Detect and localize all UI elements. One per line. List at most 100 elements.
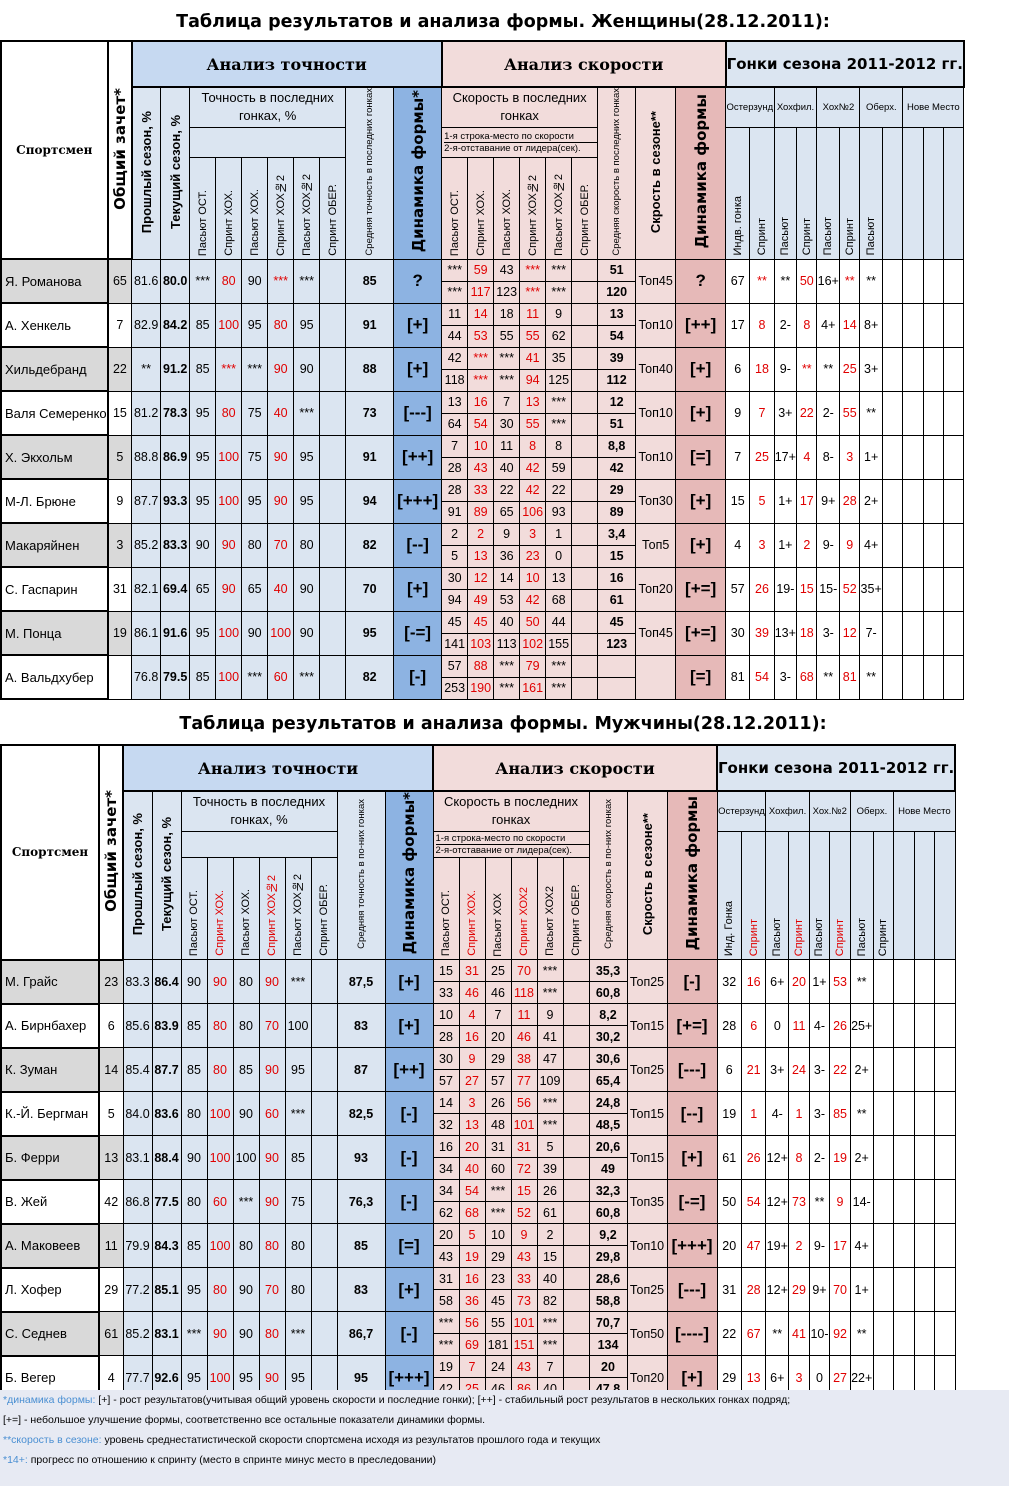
accuracy-value: 90 — [189, 522, 217, 568]
overall-rank: 7 — [107, 302, 133, 348]
speed-gap: 57 — [432, 1069, 460, 1093]
speed-avg-label: Средняя скорость в последних гонках — [611, 88, 623, 256]
speed-gap: 113 — [493, 632, 521, 656]
accuracy-value: 90 — [206, 1311, 234, 1357]
speed-avg-gap: 65,4 — [588, 1069, 628, 1093]
season-result — [942, 566, 965, 612]
speed-place: 35 — [545, 346, 573, 370]
speed-place — [562, 1355, 590, 1379]
speed-place: 9 — [545, 302, 573, 326]
speed-gap: *** — [545, 280, 573, 304]
season-result: 2 — [788, 1223, 810, 1269]
speed-place: 2 — [536, 1223, 564, 1247]
speed-gap: 65 — [493, 500, 521, 524]
header-prev-season: Прошлый сезон, % — [122, 790, 153, 961]
speed-place — [571, 302, 599, 326]
speed-gap: 5 — [441, 544, 469, 568]
cur-season-pct: 86.4 — [151, 959, 182, 1005]
accuracy-race-header: Пасьют ХОХ№2 — [284, 857, 312, 961]
venue-header: Оберх. — [849, 790, 895, 832]
season-result: 9- — [808, 1223, 831, 1269]
speed-place: 14 — [467, 302, 495, 326]
season-race-header — [902, 126, 924, 260]
accuracy-value — [310, 1267, 338, 1313]
season-result — [913, 1003, 936, 1049]
accuracy-value — [319, 390, 347, 436]
athlete-name: М. Грайс — [0, 958, 100, 1005]
season-result: 9 — [829, 1179, 851, 1225]
season-result: 12+ — [765, 1135, 790, 1181]
speed-gap: 55 — [493, 324, 521, 348]
speed-gap: 118 — [441, 368, 469, 392]
speed-place: 50 — [519, 610, 547, 634]
speed-gap: 20 — [484, 1025, 512, 1049]
venue-header: Хох№2 — [816, 86, 861, 128]
accuracy-value: 75 — [241, 390, 269, 436]
accuracy-race-label: Спринт ОБЕР. — [326, 183, 339, 256]
speed-gap: 43 — [432, 1245, 460, 1269]
venue-header: Остерзунд — [716, 790, 767, 832]
dynamics-label: Динамика формы* — [400, 792, 418, 955]
cur-season-pct: 77.5 — [151, 1179, 182, 1225]
season-result: 5 — [749, 478, 775, 524]
men-table-title: Таблица результатов и анализа формы. Муж… — [179, 714, 827, 734]
cur-season-pct: 86.9 — [160, 434, 191, 480]
speed-place: 54 — [458, 1179, 486, 1203]
speed-gap: 94 — [441, 588, 469, 612]
season-result — [922, 654, 944, 700]
season-result: ** — [816, 346, 841, 392]
table-row-sub: 58 36 45 73 82 58,8 — [1, 1289, 955, 1313]
speed-gap — [571, 544, 599, 568]
speed-place: 13 — [545, 566, 573, 590]
overall-rank: 61 — [98, 1311, 124, 1357]
speed-place: 16 — [432, 1135, 460, 1159]
speed-place: 22 — [545, 478, 573, 502]
accuracy-last-header: Точность в последних гонках, % — [180, 790, 338, 832]
season-result: 41 — [788, 1311, 810, 1357]
speed-last-header: Скорость в последних гонках — [441, 86, 599, 128]
speed-place — [562, 1311, 590, 1335]
season-result — [881, 654, 904, 700]
speed-legend: 1-я строка-место по скорости 2-я-отставан… — [441, 126, 599, 158]
season-race-header: Пасьют — [773, 126, 798, 260]
overall-rank: 5 — [98, 1091, 124, 1137]
season-result: ** — [765, 1311, 790, 1357]
season-result — [902, 302, 924, 348]
accuracy-value: 80 — [293, 522, 321, 568]
header-dynamics-2: Динамика формы — [675, 86, 727, 260]
cur-season-pct: 83.1 — [151, 1311, 182, 1357]
speed-gap: 253 — [441, 676, 469, 700]
accuracy-value: 100 — [267, 610, 295, 656]
accuracy-spacer — [189, 126, 347, 158]
athlete-name: А. Бирнбахер — [0, 1002, 100, 1049]
dynamics-value: [++] — [384, 1047, 434, 1093]
accuracy-value: 80 — [206, 1003, 234, 1049]
season-result: 4 — [725, 522, 751, 568]
speed-avg-gap: 49 — [588, 1157, 628, 1181]
accuracy-value: 100 — [232, 1135, 260, 1181]
speed-gap: 161 — [519, 676, 547, 700]
season-result: 14 — [839, 302, 861, 348]
speed-season-value: Топ50 — [626, 1311, 668, 1357]
season-result: 2- — [808, 1135, 831, 1181]
speed-gap: 28 — [441, 456, 469, 480]
season-result: ** — [749, 258, 775, 304]
accuracy-value: 95 — [189, 390, 217, 436]
speed-avg-place: 8,2 — [588, 1003, 628, 1027]
speed-season-value: Топ10 — [626, 1223, 668, 1269]
season-result: 22 — [796, 390, 818, 436]
season-result: 4+ — [849, 1223, 874, 1269]
speed-place: 3 — [458, 1091, 486, 1115]
overall-rank: 29 — [98, 1267, 124, 1313]
accuracy-value: 90 — [215, 566, 243, 612]
season-race-label: Спринт — [834, 918, 847, 957]
accuracy-value: 90 — [293, 610, 321, 656]
speed-place — [562, 1267, 590, 1291]
season-result: 9+ — [808, 1267, 831, 1313]
accuracy-value: 75 — [241, 434, 269, 480]
accuracy-value: 90 — [258, 1135, 286, 1181]
prev-season-pct: 85.6 — [122, 1003, 153, 1049]
season-result: 3- — [808, 1091, 831, 1137]
accuracy-value — [319, 522, 347, 568]
season-race-header: Пасьют — [849, 830, 874, 961]
